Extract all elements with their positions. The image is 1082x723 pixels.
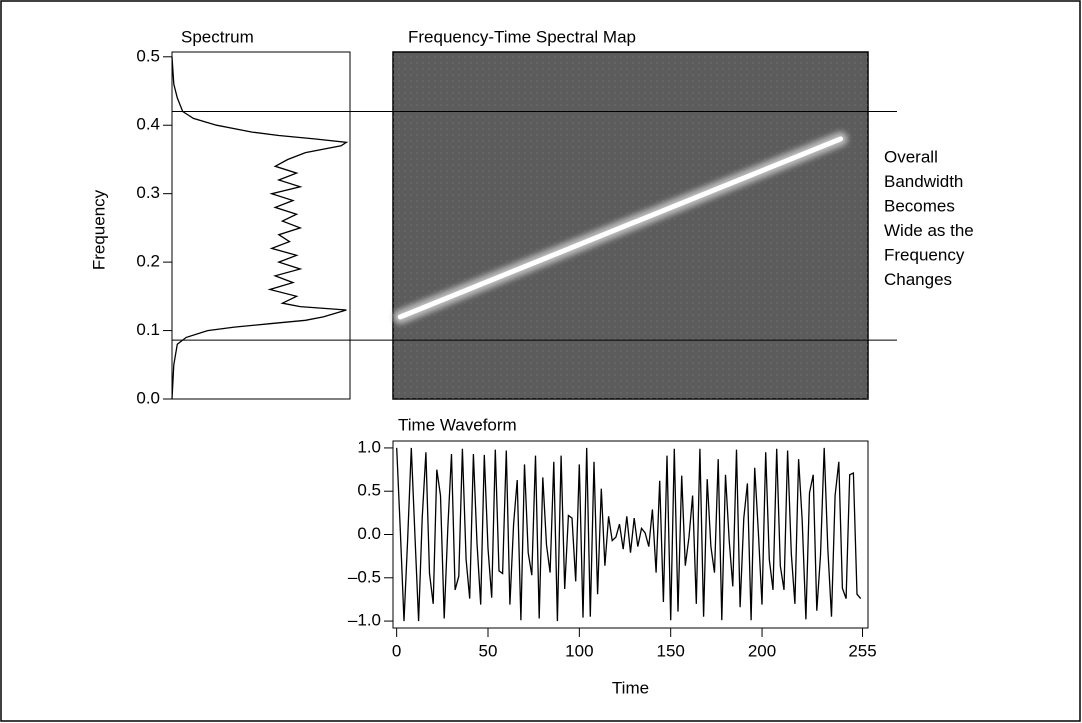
x-tick-label: 0 bbox=[392, 641, 401, 660]
x-tick-label: 50 bbox=[479, 641, 498, 660]
y-tick-label: 0.0 bbox=[357, 524, 381, 543]
annotation: Bandwidth bbox=[884, 172, 963, 191]
y-tick-label: 0.5 bbox=[357, 481, 381, 500]
ridge bbox=[397, 136, 844, 320]
y-tick-label: –1.0 bbox=[348, 611, 381, 630]
waveform-line bbox=[396, 447, 862, 622]
y-tick-label: 0.3 bbox=[136, 183, 160, 202]
y-tick-label: –0.5 bbox=[348, 567, 381, 586]
y-tick-label: 0.4 bbox=[136, 115, 160, 134]
x-tick-label: 150 bbox=[657, 641, 685, 660]
y-tick-label: 0.5 bbox=[136, 46, 160, 65]
y-tick-label: 0.0 bbox=[136, 388, 160, 407]
annotation: Changes bbox=[884, 270, 952, 289]
annotation: Wide as the bbox=[884, 221, 974, 240]
y-axis-label: Frequency bbox=[89, 189, 108, 270]
x-axis-label: Time bbox=[612, 678, 649, 697]
annotation: Overall bbox=[884, 147, 938, 166]
y-tick-label: 0.1 bbox=[136, 320, 160, 339]
chart-title: Frequency-Time Spectral Map bbox=[408, 27, 636, 46]
y-tick-label: 0.2 bbox=[136, 252, 160, 271]
chart-title: Spectrum bbox=[181, 27, 254, 46]
x-tick-label: 100 bbox=[565, 641, 593, 660]
y-tick-label: 1.0 bbox=[357, 437, 381, 456]
x-tick-label: 255 bbox=[848, 641, 876, 660]
x-tick-label: 200 bbox=[748, 641, 776, 660]
annotation: Frequency bbox=[884, 245, 965, 264]
chart-title: Time Waveform bbox=[398, 415, 517, 434]
spectrum-line bbox=[171, 56, 349, 400]
annotation: Becomes bbox=[884, 196, 955, 215]
plot-area bbox=[171, 51, 351, 400]
